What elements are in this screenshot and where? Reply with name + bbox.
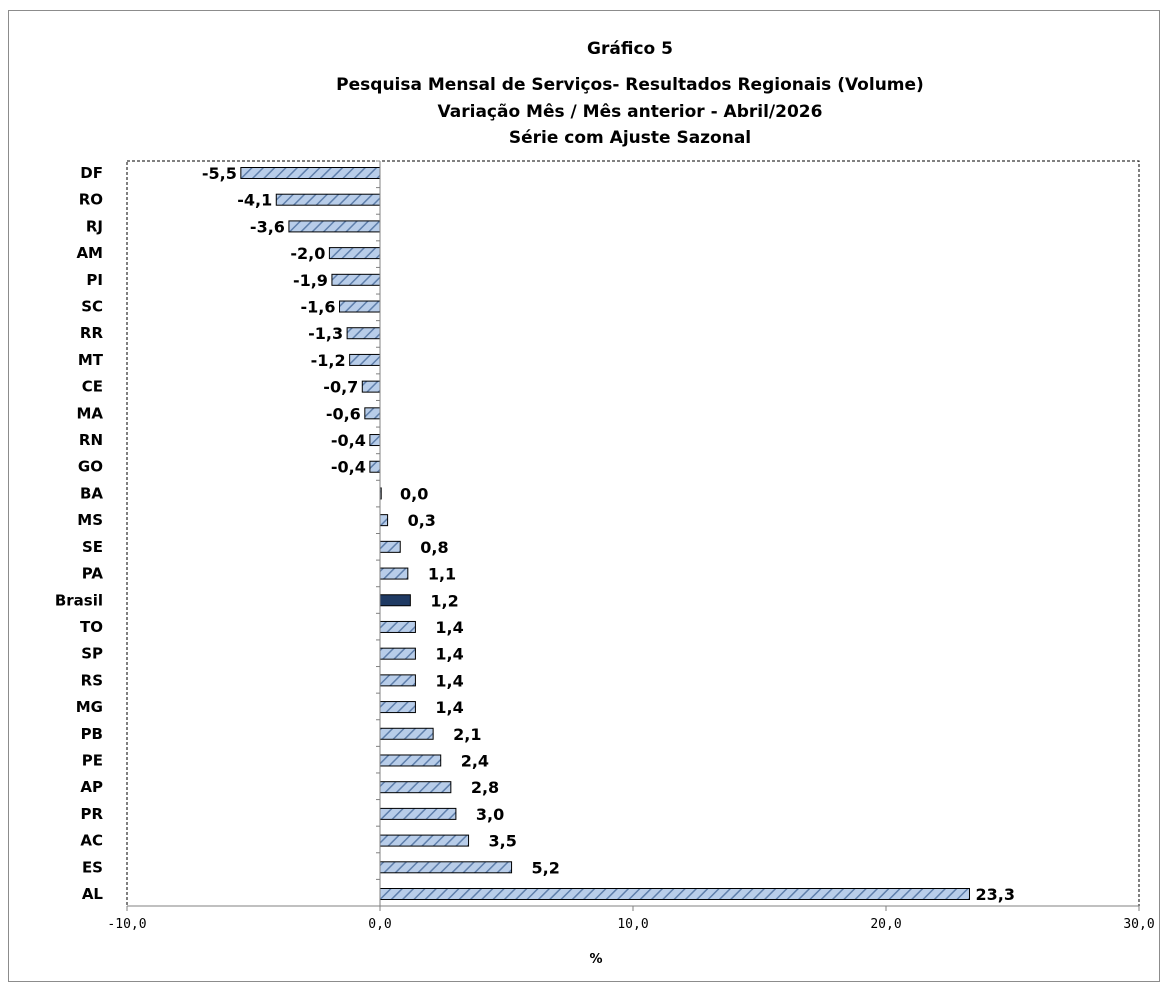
plot-area	[126, 160, 1140, 907]
category-label-to: TO	[80, 618, 103, 636]
value-label-rs: 1,4	[435, 671, 463, 690]
x-tick-label: 30,0	[1123, 917, 1154, 932]
bar-rn	[369, 434, 381, 447]
axes-layer	[126, 160, 1140, 911]
bars-layer	[240, 167, 970, 900]
bar-al	[379, 888, 970, 900]
value-label-ce: -0,7	[323, 378, 358, 397]
value-label-rr: -1,3	[308, 324, 343, 343]
bar-se	[379, 540, 401, 553]
bar-brasil	[379, 594, 411, 607]
value-label-es: 5,2	[532, 858, 560, 877]
category-label-ro: RO	[79, 191, 103, 209]
value-label-ma: -0,6	[326, 404, 361, 423]
category-label-pi: PI	[86, 271, 103, 289]
category-label-sp: SP	[81, 645, 103, 663]
value-label-pa: 1,1	[428, 565, 456, 584]
value-label-pe: 2,4	[461, 751, 489, 770]
bar-ap	[379, 781, 452, 794]
bar-pe	[379, 754, 442, 767]
category-label-am: AM	[76, 244, 103, 262]
value-label-ac: 3,5	[489, 832, 517, 851]
category-label-sc: SC	[81, 298, 103, 316]
x-tick-label: 20,0	[870, 917, 901, 932]
value-label-am: -2,0	[290, 244, 325, 263]
category-label-pe: PE	[82, 751, 103, 769]
labels-layer: DF -5,5 RO -4,1 RJ -3,6 AM -2,0 PI -1,9 SC -1,6 RR -1…	[55, 164, 1155, 932]
category-label-rj: RJ	[86, 217, 103, 235]
category-label-pa: PA	[82, 565, 104, 583]
value-label-df: -5,5	[202, 164, 237, 183]
bar-mg	[379, 701, 416, 714]
bar-mt	[349, 353, 381, 366]
value-label-rn: -0,4	[331, 431, 366, 450]
value-label-sc: -1,6	[301, 298, 336, 317]
value-label-pr: 3,0	[476, 805, 504, 824]
category-label-pb: PB	[81, 725, 103, 743]
x-tick-label: 0,0	[368, 917, 391, 932]
chart-frame	[8, 10, 1160, 982]
value-label-mg: 1,4	[435, 698, 463, 717]
bar-rj	[288, 220, 381, 233]
category-label-go: GO	[78, 458, 103, 476]
category-label-mg: MG	[76, 698, 103, 716]
category-label-rn: RN	[79, 431, 103, 449]
category-label-brasil: Brasil	[55, 591, 103, 609]
bar-df	[240, 167, 381, 179]
bar-rr	[346, 327, 381, 340]
category-label-pr: PR	[80, 805, 103, 823]
value-label-al: 23,3	[975, 885, 1014, 904]
category-label-ba: BA	[80, 484, 103, 502]
value-label-go: -0,4	[331, 458, 366, 477]
value-label-to: 1,4	[435, 618, 463, 637]
bar-sc	[339, 300, 381, 313]
bar-am	[328, 247, 381, 260]
category-label-se: SE	[82, 538, 103, 556]
value-label-ms: 0,3	[408, 511, 436, 530]
category-label-rr: RR	[80, 324, 104, 342]
x-tick-label: 10,0	[617, 917, 648, 932]
category-label-ms: MS	[77, 511, 103, 529]
value-label-ba: 0,0	[400, 484, 428, 503]
value-label-rj: -3,6	[250, 217, 285, 236]
value-label-sp: 1,4	[435, 645, 463, 664]
value-label-ro: -4,1	[237, 191, 272, 210]
bar-pa	[379, 567, 409, 580]
category-label-ac: AC	[80, 832, 103, 850]
chart-subtitle-1: Pesquisa Mensal de Serviços- Resultados …	[336, 75, 924, 95]
value-label-mt: -1,2	[311, 351, 346, 370]
bar-ac	[379, 834, 470, 847]
category-label-rs: RS	[81, 671, 103, 689]
x-axis-title: %	[589, 952, 602, 967]
category-label-ap: AP	[80, 778, 103, 796]
value-label-pi: -1,9	[293, 271, 328, 290]
category-label-ma: MA	[76, 404, 103, 422]
x-tick-label: -10,0	[107, 917, 146, 932]
bar-go	[369, 460, 381, 473]
value-label-pb: 2,1	[453, 725, 481, 744]
value-label-brasil: 1,2	[430, 591, 458, 610]
category-label-mt: MT	[78, 351, 104, 369]
category-label-ce: CE	[82, 378, 103, 396]
bar-ma	[364, 407, 381, 420]
bar-pr	[379, 807, 457, 820]
bar-ms	[379, 514, 389, 527]
chart-title: Gráfico 5	[587, 39, 673, 59]
value-label-ap: 2,8	[471, 778, 499, 797]
chart-subtitle-2: Variação Mês / Mês anterior - Abril/2026	[438, 102, 823, 122]
category-label-df: DF	[80, 164, 103, 182]
bar-rs	[379, 674, 416, 687]
value-label-se: 0,8	[420, 538, 448, 557]
bar-es	[379, 861, 513, 874]
category-label-al: AL	[82, 885, 104, 903]
bar-pi	[331, 273, 381, 286]
bar-ro	[275, 193, 381, 206]
bar-to	[379, 620, 416, 633]
category-label-es: ES	[82, 858, 103, 876]
bar-ce	[361, 380, 381, 393]
bar-pb	[379, 727, 434, 740]
bar-sp	[379, 647, 416, 660]
chart-subtitle-3: Série com Ajuste Sazonal	[509, 128, 751, 148]
